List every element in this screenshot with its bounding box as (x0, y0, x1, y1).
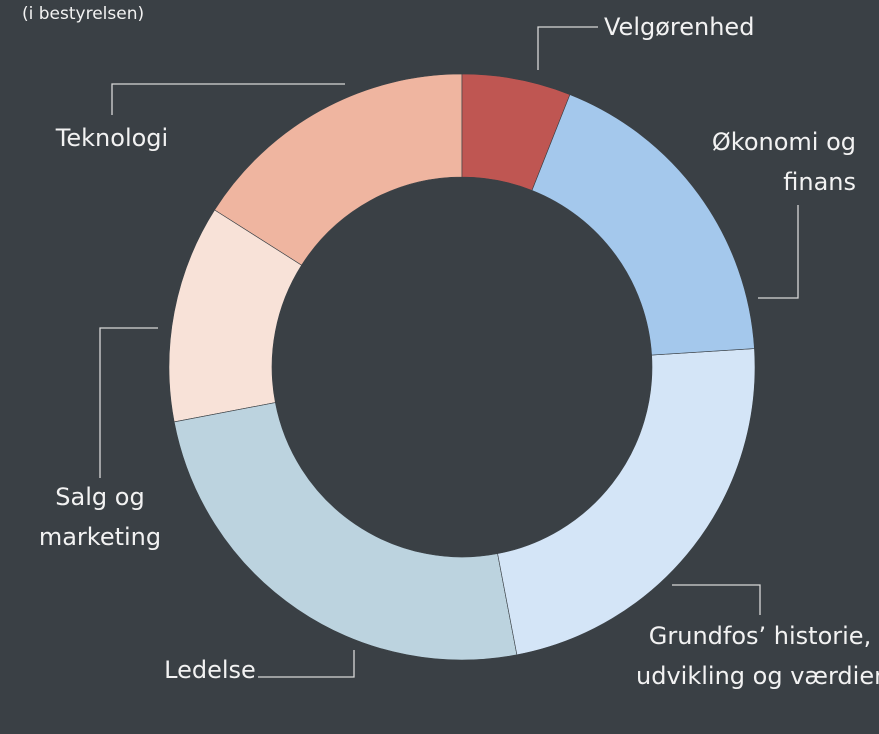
donut-segment (497, 348, 756, 656)
chart-title: (i bestyrelsen) (22, 4, 145, 24)
donut-segment (461, 73, 571, 191)
leader-line (672, 584, 761, 615)
segment-label: Velgørenhed (604, 13, 755, 41)
leader-line (758, 205, 799, 299)
segment-label: Ledelse (164, 656, 256, 684)
leader-line (258, 650, 355, 678)
donut-segment (168, 209, 302, 423)
leader-line (99, 327, 158, 478)
segment-label: Økonomi og finans (711, 128, 856, 196)
leader-line (111, 83, 345, 115)
segment-label: Teknologi (55, 124, 169, 152)
leader-line (537, 26, 598, 70)
segment-label: Grundfos’ historie, udvikling og værdier (636, 622, 879, 690)
donut-segment (173, 402, 518, 661)
segment-label: Salg og marketing (38, 483, 162, 551)
donut-segment (531, 94, 755, 356)
